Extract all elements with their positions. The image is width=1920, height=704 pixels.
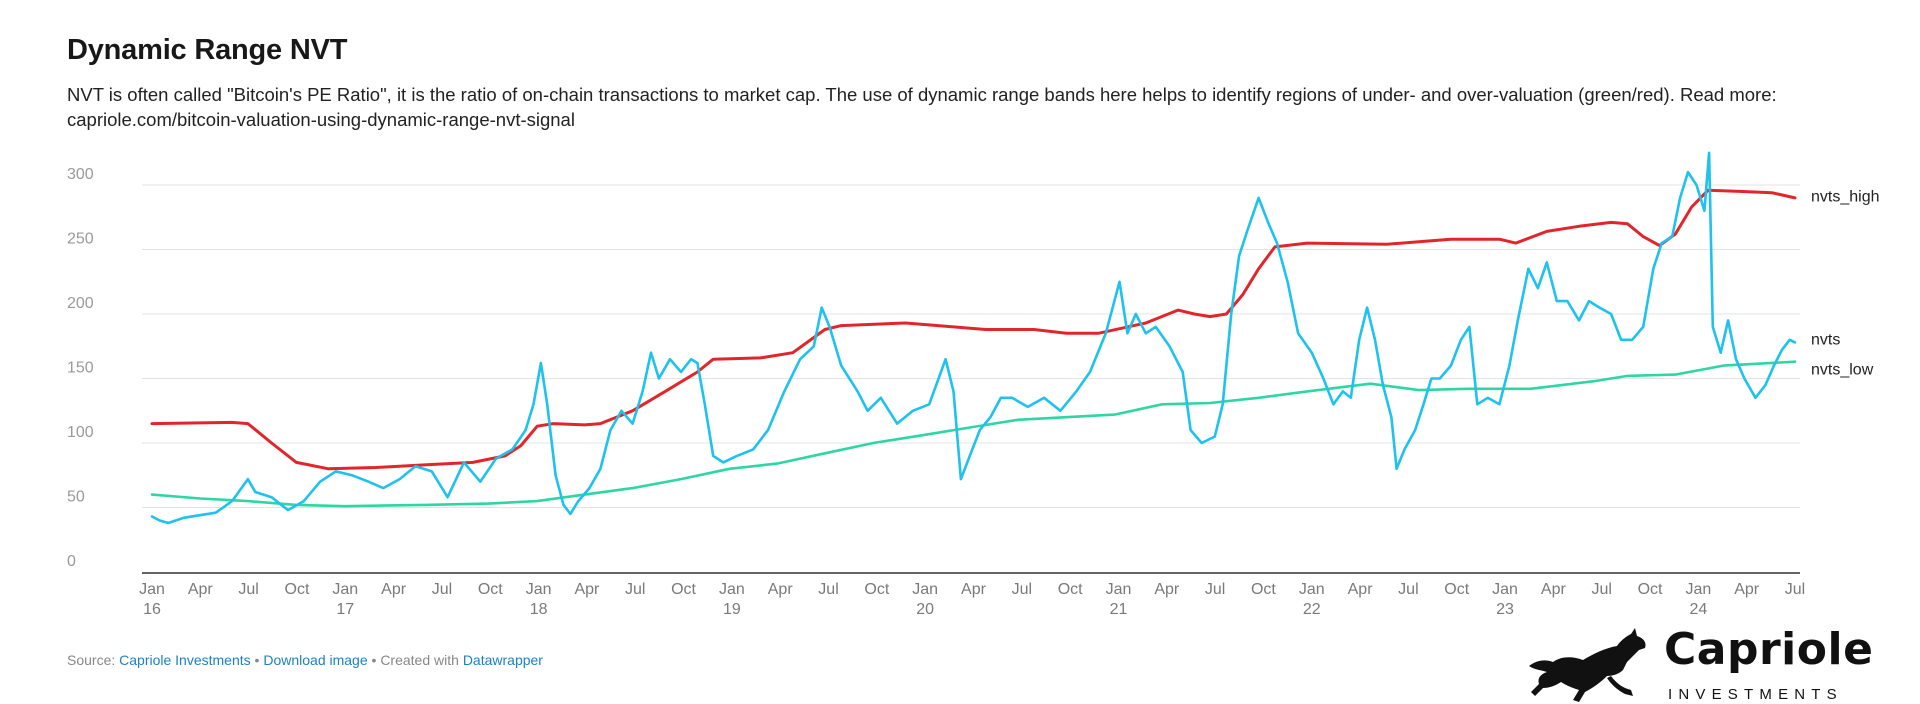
- chart-title: Dynamic Range NVT: [67, 34, 348, 66]
- series-lines: [150, 151, 1797, 525]
- x-tick-year: 16: [143, 601, 161, 618]
- x-tick-month: Apr: [188, 581, 214, 598]
- y-tick-label: 150: [67, 360, 94, 377]
- x-tick-year: 19: [723, 601, 741, 618]
- source-prefix: Source:: [67, 652, 120, 668]
- x-tick-month: Jan: [1106, 581, 1132, 598]
- x-tick-month: Oct: [1058, 581, 1083, 598]
- datawrapper-link[interactable]: Datawrapper: [462, 652, 543, 668]
- y-tick-label: 0: [67, 553, 76, 570]
- x-tick-month: Apr: [574, 581, 600, 598]
- x-tick-month: Jan: [1299, 581, 1325, 598]
- x-axis-ticks: Jan 16 Apr Jul Oct Jan 17 Apr Jul Oct Jan 18 Apr Jul O…: [139, 581, 1805, 618]
- download-image-link[interactable]: Download image: [263, 652, 368, 668]
- logo-wordmark: Capriole: [1664, 624, 1874, 675]
- nvt-line-chart: 0 50 100 150 200 250 300 Jan 16 Apr Jul Oct Jan 17 Ap…: [67, 151, 1880, 618]
- series-label-nvts-low: nvts_low: [1811, 362, 1874, 379]
- y-tick-label: 300: [67, 166, 94, 183]
- x-tick-month: Jan: [526, 581, 552, 598]
- y-tick-label: 100: [67, 424, 94, 441]
- horse-logo-icon: [1529, 628, 1646, 702]
- x-tick-month: Jul: [1012, 581, 1032, 598]
- x-tick-year: 21: [1110, 601, 1128, 618]
- x-tick-month: Oct: [671, 581, 696, 598]
- x-tick-month: Jan: [332, 581, 358, 598]
- x-tick-year: 20: [916, 601, 934, 618]
- x-tick-month: Jul: [1785, 581, 1805, 598]
- series-line-nvts: [150, 151, 1797, 525]
- x-tick-year: 23: [1496, 601, 1514, 618]
- x-tick-month: Jul: [1591, 581, 1611, 598]
- y-tick-label: 250: [67, 231, 94, 248]
- gridlines: [142, 184, 1800, 574]
- x-tick-year: 17: [336, 601, 354, 618]
- capriole-logo: Capriole INVESTMENTS: [1527, 626, 1873, 704]
- x-tick-month: Oct: [1444, 581, 1469, 598]
- chart-description: NVT is often called "Bitcoin's PE Ratio"…: [67, 84, 1777, 130]
- y-tick-label: 200: [67, 295, 94, 312]
- series-line-nvts-high: [150, 188, 1797, 471]
- logo-subtitle: INVESTMENTS: [1668, 686, 1843, 703]
- x-tick-month: Apr: [1541, 581, 1567, 598]
- separator: •: [250, 652, 264, 668]
- x-tick-month: Jan: [1685, 581, 1711, 598]
- created-with-text: • Created with: [367, 652, 463, 668]
- x-tick-month: Jan: [1492, 581, 1518, 598]
- x-tick-month: Oct: [1638, 581, 1663, 598]
- x-tick-month: Jul: [625, 581, 645, 598]
- x-tick-month: Apr: [768, 581, 794, 598]
- series-line-nvts-low: [150, 360, 1797, 508]
- x-tick-month: Oct: [285, 581, 310, 598]
- x-tick-month: Apr: [961, 581, 987, 598]
- series-label-nvts-high: nvts_high: [1811, 188, 1880, 205]
- x-tick-month: Jan: [719, 581, 745, 598]
- x-tick-month: Apr: [1348, 581, 1374, 598]
- x-tick-month: Jul: [1205, 581, 1225, 598]
- x-tick-month: Jul: [432, 581, 452, 598]
- x-tick-month: Jan: [139, 581, 165, 598]
- y-axis-ticks: 0 50 100 150 200 250 300: [67, 166, 94, 570]
- series-label-nvts: nvts: [1811, 332, 1840, 349]
- x-tick-month: Oct: [478, 581, 503, 598]
- footer-source: Source: Capriole Investments • Download …: [67, 652, 543, 668]
- source-link[interactable]: Capriole Investments: [119, 652, 251, 668]
- x-tick-month: Jan: [912, 581, 938, 598]
- x-tick-month: Apr: [1154, 581, 1180, 598]
- x-tick-year: 24: [1689, 601, 1707, 618]
- x-tick-year: 18: [530, 601, 548, 618]
- x-tick-month: Jul: [238, 581, 258, 598]
- x-tick-year: 22: [1303, 601, 1321, 618]
- y-tick-label: 50: [67, 489, 85, 506]
- x-tick-month: Jul: [818, 581, 838, 598]
- x-tick-month: Oct: [1251, 581, 1276, 598]
- x-tick-month: Oct: [864, 581, 889, 598]
- x-tick-month: Jul: [1398, 581, 1418, 598]
- x-tick-month: Apr: [381, 581, 407, 598]
- x-tick-month: Apr: [1734, 581, 1760, 598]
